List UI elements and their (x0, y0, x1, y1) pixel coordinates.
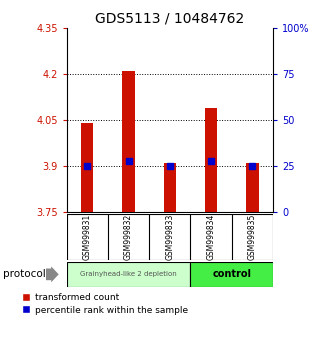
Title: GDS5113 / 10484762: GDS5113 / 10484762 (95, 12, 244, 26)
Text: control: control (212, 269, 251, 279)
Text: GSM999832: GSM999832 (124, 214, 133, 260)
Text: protocol: protocol (3, 269, 46, 279)
Text: Grainyhead-like 2 depletion: Grainyhead-like 2 depletion (80, 272, 177, 277)
Bar (122, 71, 135, 212)
Bar (190, 262, 273, 287)
Bar (205, 108, 217, 212)
Legend: transformed count, percentile rank within the sample: transformed count, percentile rank withi… (21, 293, 188, 315)
Text: GSM999834: GSM999834 (206, 214, 216, 261)
Bar (164, 163, 176, 212)
Bar (246, 163, 259, 212)
Text: GSM999833: GSM999833 (165, 214, 174, 261)
FancyArrow shape (46, 266, 59, 282)
Bar (81, 124, 94, 212)
Bar (67, 262, 190, 287)
Text: GSM999831: GSM999831 (83, 214, 92, 260)
Text: GSM999835: GSM999835 (248, 214, 257, 261)
